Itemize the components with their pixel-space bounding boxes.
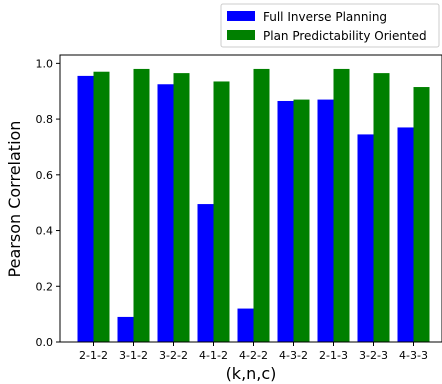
bar-plan-predictability-oriented-4-3-3 — [413, 87, 430, 342]
bar-full-inverse-planning-2-1-3 — [317, 99, 334, 343]
bar-full-inverse-planning-3-1-2 — [117, 316, 134, 342]
x-tick-label: 4-3-3 — [399, 349, 428, 362]
x-tick-label: 4-3-2 — [279, 349, 308, 362]
x-tick-label: 4-1-2 — [199, 349, 228, 362]
bar-plan-predictability-oriented-2-1-3 — [333, 68, 350, 342]
x-tick-label: 2-1-3 — [319, 349, 348, 362]
plot-frame — [59, 54, 442, 343]
bars — [77, 68, 430, 343]
x-tick-label: 2-1-2 — [79, 349, 108, 362]
y-tick-label: 0.4 — [36, 225, 54, 238]
x-tick-label: 3-2-3 — [359, 349, 388, 362]
x-tick-label: 3-1-2 — [119, 349, 148, 362]
bar-plan-predictability-oriented-4-1-2 — [213, 81, 230, 342]
bar-full-inverse-planning-4-1-2 — [197, 204, 214, 342]
x-tick-label: 3-2-2 — [159, 349, 188, 362]
x-axis-label: (k,n,c) — [226, 364, 277, 383]
legend-label-plan-predictability-oriented: Plan Predictability Oriented — [263, 29, 427, 43]
legend: Full Inverse Planning Plan Predictabilit… — [220, 3, 440, 48]
y-tick-label: 0.8 — [36, 113, 54, 126]
bar-full-inverse-planning-3-2-3 — [357, 134, 374, 342]
legend-frame — [220, 3, 440, 48]
bar-full-inverse-planning-2-1-2 — [77, 75, 94, 342]
bar-plan-predictability-oriented-2-1-2 — [93, 71, 110, 342]
x-axis: 2-1-2 3-1-2 3-2-2 4-1-2 4-2-2 4-3-2 2-1-3 3-2-3… — [79, 342, 428, 362]
bar-plan-predictability-oriented-3-1-2 — [133, 68, 150, 342]
bar-plan-predictability-oriented-4-3-2 — [293, 99, 310, 343]
legend-label-full-inverse-planning: Full Inverse Planning — [263, 10, 387, 24]
bar-full-inverse-planning-3-2-2 — [157, 84, 174, 343]
y-tick-label: 0.6 — [36, 169, 54, 182]
bar-full-inverse-planning-4-3-2 — [277, 100, 294, 342]
y-axis-label: Pearson Correlation — [5, 121, 24, 278]
bar-full-inverse-planning-4-3-3 — [397, 127, 414, 343]
y-tick-label: 1.0 — [36, 57, 54, 70]
bar-plan-predictability-oriented-4-2-2 — [253, 68, 270, 342]
y-tick-label: 0.2 — [36, 280, 54, 293]
legend-swatch-plan-predictability-oriented — [227, 30, 255, 40]
bar-plan-predictability-oriented-3-2-3 — [373, 73, 390, 343]
y-tick-label: 0.0 — [36, 336, 54, 349]
x-tick-label: 4-2-2 — [239, 349, 268, 362]
legend-swatch-full-inverse-planning — [227, 11, 255, 21]
y-axis: 0.0 0.2 0.4 0.6 0.8 1.0 — [36, 57, 60, 349]
bar-plan-predictability-oriented-3-2-2 — [173, 73, 190, 343]
bar-full-inverse-planning-4-2-2 — [237, 308, 254, 342]
